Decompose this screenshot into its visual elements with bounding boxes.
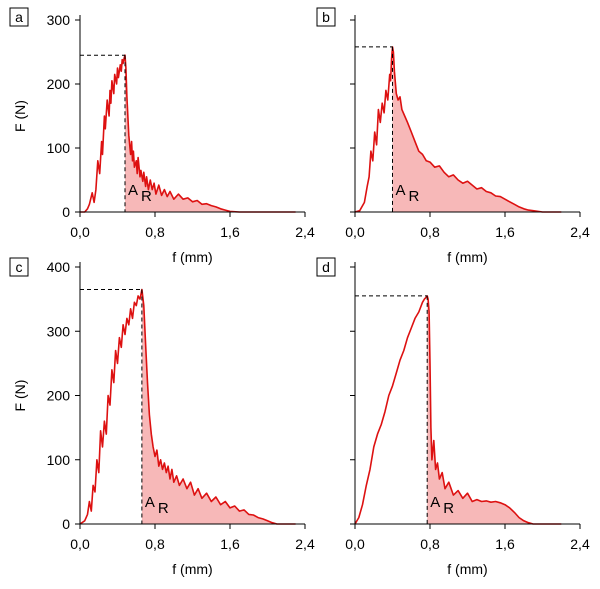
x-axis-title: f (mm) [172,561,212,577]
x-axis-title: f (mm) [447,561,487,577]
panel-label-box [316,7,336,27]
force-curve [354,295,562,525]
y-tick-label: 200 [47,388,71,404]
y-tick-label: 300 [47,12,71,28]
force-curve [354,46,562,213]
x-axis-title: f (mm) [172,249,212,265]
area-shading [392,46,562,213]
area-label-main: A [145,494,155,511]
x-tick-label: 2,4 [570,224,590,240]
y-tick-label: 0 [62,516,70,532]
chart-panel-a: 0,0 0,8 1,6 2,4 0 100 200 300 f (mm) F (N) a A R [9,7,315,265]
area-label-subscript: R [409,188,420,205]
x-tick-label: 0,0 [345,536,365,552]
chart-panel-d: 0,0 0,8 1,6 2,4 f (mm) d A R [316,257,590,577]
panel-label: c [16,259,23,275]
panel-label-box [9,7,29,27]
x-tick-label: 0,8 [145,536,165,552]
area-shading [427,295,562,524]
y-tick-label: 100 [47,452,71,468]
x-tick-label: 2,4 [295,224,315,240]
force-curve [79,288,296,525]
area-label-main: A [128,182,138,199]
x-tick-label: 1,6 [220,224,240,240]
x-tick-label: 1,6 [495,224,515,240]
x-tick-label: 0,8 [420,224,440,240]
area-label-main: A [396,182,406,199]
area-label-main: A [430,494,440,511]
chart-panel-c: 0,0 0,8 1,6 2,4 0 100 200 300 400 f (mm) F (N) c A R [9,257,315,577]
x-tick-label: 2,4 [295,536,315,552]
y-axis-title: F (N) [12,380,28,412]
x-tick-label: 0,0 [345,224,365,240]
y-tick-label: 0 [62,204,70,220]
force-curve [80,54,296,213]
y-axis-title: F (N) [12,100,28,132]
area-label-subscript: R [443,500,454,517]
x-tick-label: 1,6 [220,536,240,552]
chart-panel-b: 0,0 0,8 1,6 2,4 f (mm) b A R [316,7,590,265]
x-tick-label: 0,8 [420,536,440,552]
area-shading [141,289,296,524]
panel-label-box [316,257,336,277]
x-tick-label: 0,0 [70,224,90,240]
y-tick-label: 200 [47,76,71,92]
x-axis-title: f (mm) [447,249,487,265]
area-label-subscript: R [141,188,152,205]
y-tick-label: 100 [47,140,71,156]
area-shading [125,55,296,213]
panel-label: d [322,259,330,275]
x-tick-label: 2,4 [570,536,590,552]
area-label-subscript: R [158,500,169,517]
panel-label: b [322,9,330,25]
x-tick-label: 1,6 [495,536,515,552]
y-tick-label: 300 [47,323,71,339]
panel-label-box [9,257,29,277]
y-tick-label: 400 [47,259,71,275]
x-tick-label: 0,8 [145,224,165,240]
x-tick-label: 0,0 [70,536,90,552]
panel-label: a [15,9,23,25]
